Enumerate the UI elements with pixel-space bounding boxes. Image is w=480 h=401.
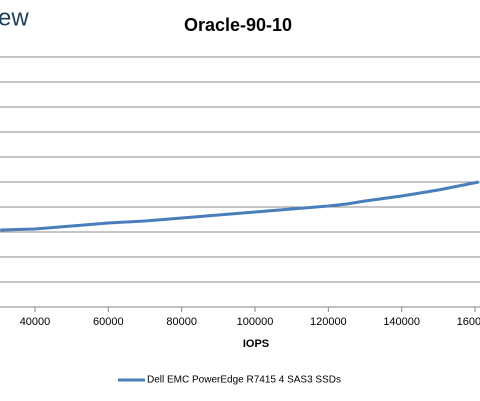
x-axis-title: IOPS — [243, 338, 269, 350]
logo: ew — [0, 4, 29, 31]
x-tick-label: 160000 — [457, 316, 480, 328]
x-tick-label: 140000 — [383, 316, 420, 328]
x-tick-label: 100000 — [237, 316, 274, 328]
x-tick-label: 80000 — [166, 316, 197, 328]
data-line — [0, 180, 479, 232]
chart-title: Oracle-90-10 — [184, 15, 292, 35]
x-tick-label: 40000 — [20, 316, 51, 328]
x-tick-label: 120000 — [310, 316, 347, 328]
legend-label: Dell EMC PowerEdge R7415 4 SAS3 SSDs — [147, 375, 341, 386]
x-tick-label: 60000 — [93, 316, 124, 328]
